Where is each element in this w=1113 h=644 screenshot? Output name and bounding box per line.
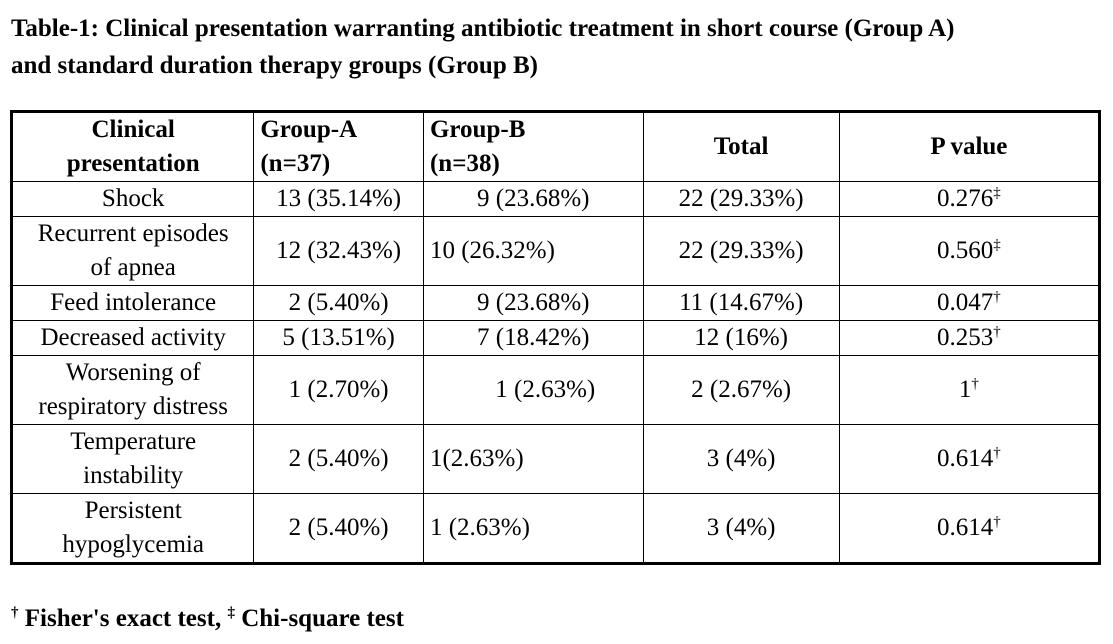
cell-total: 3 (4%) bbox=[642, 493, 840, 564]
cell-p-value: 1† bbox=[838, 355, 1101, 425]
cell-p-value: 0.276‡ bbox=[838, 181, 1101, 217]
cell-presentation: Persistent hypoglycemia bbox=[10, 493, 255, 564]
p-value-number: 0.614 bbox=[936, 514, 994, 541]
p-value-number: 0.253 bbox=[936, 324, 994, 351]
header-col3-line2: (n=38) bbox=[429, 150, 500, 177]
chi-square-label: Chi-square test bbox=[241, 605, 404, 632]
cell-presentation: Temperature instability bbox=[10, 424, 255, 494]
p-value-number: 0.047 bbox=[936, 289, 994, 316]
test-mark: ‡ bbox=[993, 185, 1001, 201]
table-header-row: Clinical presentation Group-A (n=37) Gro… bbox=[10, 111, 1101, 182]
test-mark: † bbox=[971, 376, 979, 392]
cell-p-value: 0.614† bbox=[838, 424, 1101, 494]
table-row: Worsening of respiratory distress 1 (2.7… bbox=[10, 355, 1101, 425]
dagger-symbol: † bbox=[11, 605, 19, 621]
table-row: Feed intolerance 2 (5.40%) 9 (23.68%) 11… bbox=[10, 285, 1101, 321]
caption-line-2: and standard duration therapy groups (Gr… bbox=[11, 52, 538, 79]
cell-group-a: 1 (2.70%) bbox=[253, 355, 424, 425]
table-row: Shock 13 (35.14%) 9 (23.68%) 22 (29.33%)… bbox=[10, 181, 1101, 217]
cell-group-b: 7 (18.42%) bbox=[422, 320, 644, 356]
table-caption: Table-1: Clinical presentation warrantin… bbox=[11, 10, 1106, 84]
header-col1-line1: Clinical bbox=[91, 116, 175, 143]
presentation-line2: hypoglycemia bbox=[62, 531, 204, 558]
fisher-label: Fisher's exact test, bbox=[24, 605, 222, 632]
table-row: Decreased activity 5 (13.51%) 7 (18.42%)… bbox=[10, 320, 1101, 356]
table-row: Persistent hypoglycemia 2 (5.40%) 1 (2.6… bbox=[10, 493, 1101, 564]
cell-presentation: Recurrent episodes of apnea bbox=[10, 216, 255, 286]
cell-total: 11 (14.67%) bbox=[642, 285, 840, 321]
presentation-line1: Worsening of bbox=[65, 359, 201, 386]
p-value-number: 1 bbox=[958, 376, 972, 403]
test-mark: † bbox=[993, 445, 1001, 461]
cell-total: 3 (4%) bbox=[642, 424, 840, 494]
double-dagger-symbol: ‡ bbox=[227, 605, 235, 621]
header-col2-line2: (n=37) bbox=[260, 150, 331, 177]
cell-group-b: 1 (2.63%) bbox=[422, 355, 644, 425]
header-group-b: Group-B (n=38) bbox=[422, 111, 644, 182]
table-row: Recurrent episodes of apnea 12 (32.43%) … bbox=[10, 216, 1101, 286]
p-value-number: 0.614 bbox=[936, 445, 994, 472]
cell-group-b: 10 (26.32%) bbox=[422, 216, 644, 286]
header-col3-line1: Group-B bbox=[429, 116, 526, 143]
cell-p-value: 0.614† bbox=[838, 493, 1101, 564]
cell-group-b: 1(2.63%) bbox=[422, 424, 644, 494]
cell-group-a: 12 (32.43%) bbox=[253, 216, 424, 286]
presentation-line2: of apnea bbox=[90, 254, 176, 281]
presentation-line1: Persistent bbox=[84, 497, 182, 524]
cell-group-b: 1 (2.63%) bbox=[422, 493, 644, 564]
cell-group-a: 13 (35.14%) bbox=[253, 181, 424, 217]
test-mark: † bbox=[993, 289, 1001, 305]
cell-p-value: 0.047† bbox=[838, 285, 1101, 321]
p-value-number: 0.560 bbox=[936, 237, 994, 264]
cell-group-b: 9 (23.68%) bbox=[422, 181, 644, 217]
presentation-line2: instability bbox=[83, 462, 184, 489]
presentation-line1: Temperature bbox=[70, 428, 197, 455]
table-row: Temperature instability 2 (5.40%) 1(2.63… bbox=[10, 424, 1101, 494]
cell-total: 22 (29.33%) bbox=[642, 181, 840, 217]
header-total: Total bbox=[642, 111, 840, 182]
cell-group-b: 9 (23.68%) bbox=[422, 285, 644, 321]
cell-presentation: Feed intolerance bbox=[10, 285, 255, 321]
cell-group-a: 5 (13.51%) bbox=[253, 320, 424, 356]
presentation-line1: Feed intolerance bbox=[50, 289, 217, 316]
cell-p-value: 0.560‡ bbox=[838, 216, 1101, 286]
cell-total: 12 (16%) bbox=[642, 320, 840, 356]
presentation-line1: Recurrent episodes bbox=[37, 220, 229, 247]
presentation-line1: Decreased activity bbox=[40, 324, 226, 351]
cell-group-a: 2 (5.40%) bbox=[253, 424, 424, 494]
cell-group-a: 2 (5.40%) bbox=[253, 285, 424, 321]
cell-p-value: 0.253† bbox=[838, 320, 1101, 356]
caption-line-1: Table-1: Clinical presentation warrantin… bbox=[11, 15, 955, 42]
presentation-line2: respiratory distress bbox=[38, 393, 228, 420]
cell-presentation: Decreased activity bbox=[10, 320, 255, 356]
p-value-number: 0.276 bbox=[936, 185, 994, 212]
test-mark: ‡ bbox=[993, 237, 1001, 253]
cell-total: 2 (2.67%) bbox=[642, 355, 840, 425]
clinical-presentation-table: Clinical presentation Group-A (n=37) Gro… bbox=[10, 110, 1101, 565]
header-clinical-presentation: Clinical presentation bbox=[10, 111, 255, 182]
test-mark: † bbox=[993, 324, 1001, 340]
cell-presentation: Worsening of respiratory distress bbox=[10, 355, 255, 425]
test-mark: † bbox=[993, 514, 1001, 530]
table-footnote: † Fisher's exact test, ‡ Chi-square test bbox=[11, 602, 404, 636]
header-col2-line1: Group-A bbox=[260, 116, 358, 143]
header-p-value: P value bbox=[838, 111, 1101, 182]
cell-presentation: Shock bbox=[10, 181, 255, 217]
header-col1-line2: presentation bbox=[66, 150, 200, 177]
cell-total: 22 (29.33%) bbox=[642, 216, 840, 286]
cell-group-a: 2 (5.40%) bbox=[253, 493, 424, 564]
presentation-line1: Shock bbox=[101, 185, 165, 212]
header-group-a: Group-A (n=37) bbox=[253, 111, 424, 182]
